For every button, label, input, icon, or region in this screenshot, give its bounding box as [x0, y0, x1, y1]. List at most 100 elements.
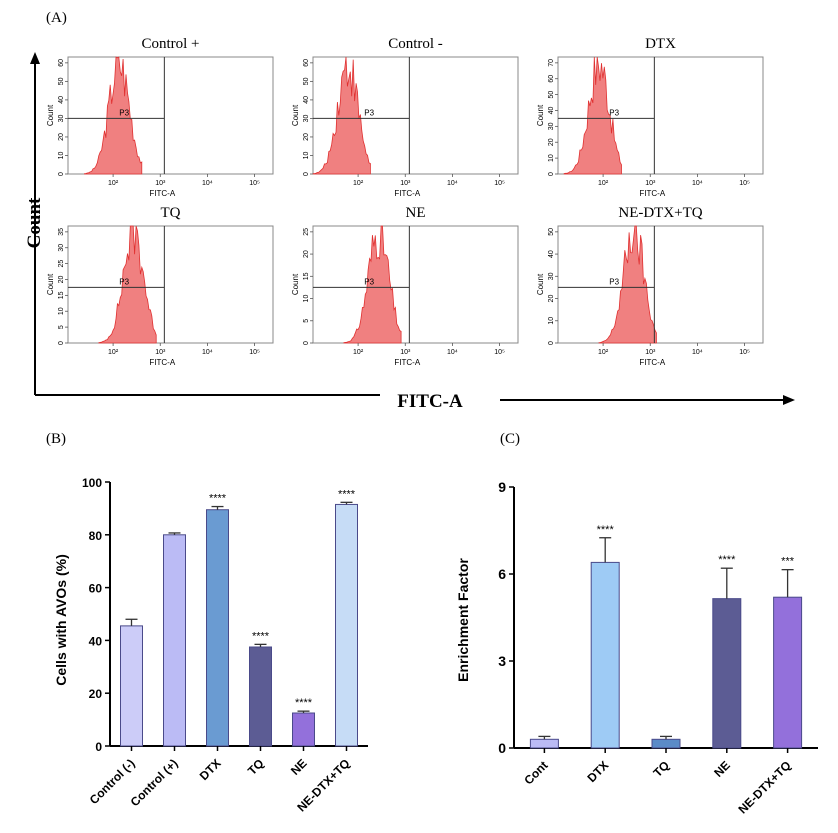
flow-ytick-label: 20 [548, 138, 555, 146]
y-tick-label: 100 [82, 476, 102, 490]
flow-xtick-label: 10² [353, 180, 364, 187]
flow-ytick-label: 50 [58, 77, 65, 85]
flow-xtick-label: 10³ [155, 349, 166, 356]
flow-xtick-label: 10⁵ [494, 180, 505, 187]
flow-ytick-label: 30 [303, 114, 310, 122]
x-tick-label: DTX [197, 756, 224, 783]
flow-xtick-label: 10⁴ [447, 180, 458, 187]
flow-xtick-label: 10² [598, 349, 609, 356]
flow-ylabel: Count [291, 273, 300, 295]
flow-ytick-label: 15 [303, 272, 310, 280]
fitc-arrowhead [783, 395, 795, 405]
significance-label: *** [781, 556, 795, 568]
chart-c-enrichment: Enrichment Factor 0 3 6 9 Cont **** DTX TQ **** N… [455, 479, 818, 816]
flow-ytick-label: 25 [303, 228, 310, 236]
panel-label-a: (A) [46, 10, 67, 26]
y-tick-label: 20 [89, 687, 103, 701]
bar-ne-dtx-tq [773, 596, 803, 749]
flow-histogram [84, 56, 143, 175]
significance-label: **** [718, 554, 736, 566]
flow-ytick-label: 50 [548, 91, 555, 99]
y-tick-label: 6 [498, 566, 506, 582]
flow-xlabel: FITC-A [639, 358, 665, 367]
flow-panel-title: Control + [141, 36, 199, 52]
flow-ytick-label: 40 [303, 96, 310, 104]
fitc-axis-label: FITC-A [397, 391, 463, 412]
flow-xlabel: FITC-A [394, 189, 420, 198]
flow-histogram [98, 225, 157, 344]
flow-panel-title: DTX [645, 36, 676, 52]
flow-xtick-label: 10⁵ [494, 349, 505, 356]
flow-xtick-label: 10³ [155, 180, 166, 187]
flow-gate-label: P3 [119, 108, 129, 117]
flow-gate-label: P3 [364, 108, 374, 117]
flow-ytick-label: 0 [58, 172, 65, 176]
flow-plot-frame [312, 225, 519, 344]
flow-ytick-label: 30 [548, 122, 555, 130]
flow-ytick-label: 20 [303, 133, 310, 141]
flow-ytick-label: 40 [548, 250, 555, 258]
bar-ne [292, 712, 315, 747]
x-tick-label: Cont [521, 758, 550, 787]
flow-panel-5: NE P3 0 5 10 15 20 25 Count 10² 10³ 10⁴ 10⁵ FITC-A [291, 205, 519, 367]
flow-xtick-label: 10⁴ [202, 349, 213, 356]
panel-label-c: (C) [500, 431, 520, 447]
panel-label-b: (B) [46, 431, 66, 447]
flow-ytick-label: 30 [58, 114, 65, 122]
flow-xtick-label: 10⁴ [692, 180, 703, 187]
flow-gate-label: P3 [364, 277, 374, 286]
flow-xtick-label: 10² [108, 349, 119, 356]
flow-xtick-label: 10² [353, 349, 364, 356]
flow-xtick-label: 10² [598, 180, 609, 187]
flow-panel-4: TQ P3 0 5 10 15 20 25 30 35 Count 10² 10³ 10⁴ 10⁵ FITC-… [46, 205, 274, 367]
flow-plot-frame [557, 56, 764, 175]
flow-histogram [343, 225, 402, 344]
flow-panel-3: DTX P3 0 10 20 30 40 50 60 70 Count 10² 10³ 10⁴ 10⁵ FIT… [536, 36, 764, 198]
flow-ytick-label: 50 [548, 228, 555, 236]
chart-b-ylabel: Cells with AVOs (%) [53, 554, 69, 685]
y-tick-label: 9 [498, 479, 506, 495]
flow-panel-title: TQ [161, 205, 181, 221]
flow-xtick-label: 10³ [400, 180, 411, 187]
x-tick-label: NE-DTX+TQ [735, 758, 793, 816]
flow-xtick-label: 10⁴ [692, 349, 703, 356]
flow-panel-title: NE-DTX+TQ [618, 205, 702, 221]
flow-xtick-label: 10⁵ [739, 349, 750, 356]
flow-xtick-label: 10⁵ [739, 180, 750, 187]
y-tick-label: 40 [89, 634, 103, 648]
bar-ne [712, 598, 742, 749]
flow-ylabel: Count [536, 273, 545, 295]
flow-ytick-label: 5 [303, 319, 310, 323]
bar-ne-dtx-tq [335, 503, 358, 747]
flow-xtick-label: 10³ [400, 349, 411, 356]
flow-ytick-label: 30 [58, 244, 65, 252]
flow-ytick-label: 10 [58, 151, 65, 159]
flow-ylabel: Count [46, 104, 55, 126]
x-tick-label: DTX [584, 758, 611, 785]
flow-ytick-label: 0 [548, 172, 555, 176]
flow-ytick-label: 60 [58, 59, 65, 67]
flow-gate-label: P3 [609, 108, 619, 117]
flow-ytick-label: 35 [58, 228, 65, 236]
flow-ytick-label: 20 [303, 250, 310, 258]
flow-ytick-label: 20 [58, 275, 65, 283]
flow-xlabel: FITC-A [394, 358, 420, 367]
flow-histogram [312, 56, 371, 175]
bar-control- [120, 625, 143, 747]
x-tick-label: NE [288, 756, 310, 778]
flow-ylabel: Count [536, 104, 545, 126]
significance-label: **** [209, 493, 227, 505]
significance-label: **** [597, 524, 615, 536]
flow-ytick-label: 20 [548, 295, 555, 303]
y-tick-label: 0 [95, 740, 102, 754]
flow-xlabel: FITC-A [639, 189, 665, 198]
flow-plot-frame [312, 56, 519, 175]
flow-ytick-label: 10 [58, 307, 65, 315]
y-tick-label: 80 [89, 529, 103, 543]
flow-xlabel: FITC-A [149, 189, 175, 198]
flow-xtick-label: 10² [108, 180, 119, 187]
count-axis-label: Count [24, 197, 45, 248]
chart-b-avos: Cells with AVOs (%) 020406080100Control … [53, 476, 368, 814]
y-tick-label: 0 [498, 740, 506, 756]
